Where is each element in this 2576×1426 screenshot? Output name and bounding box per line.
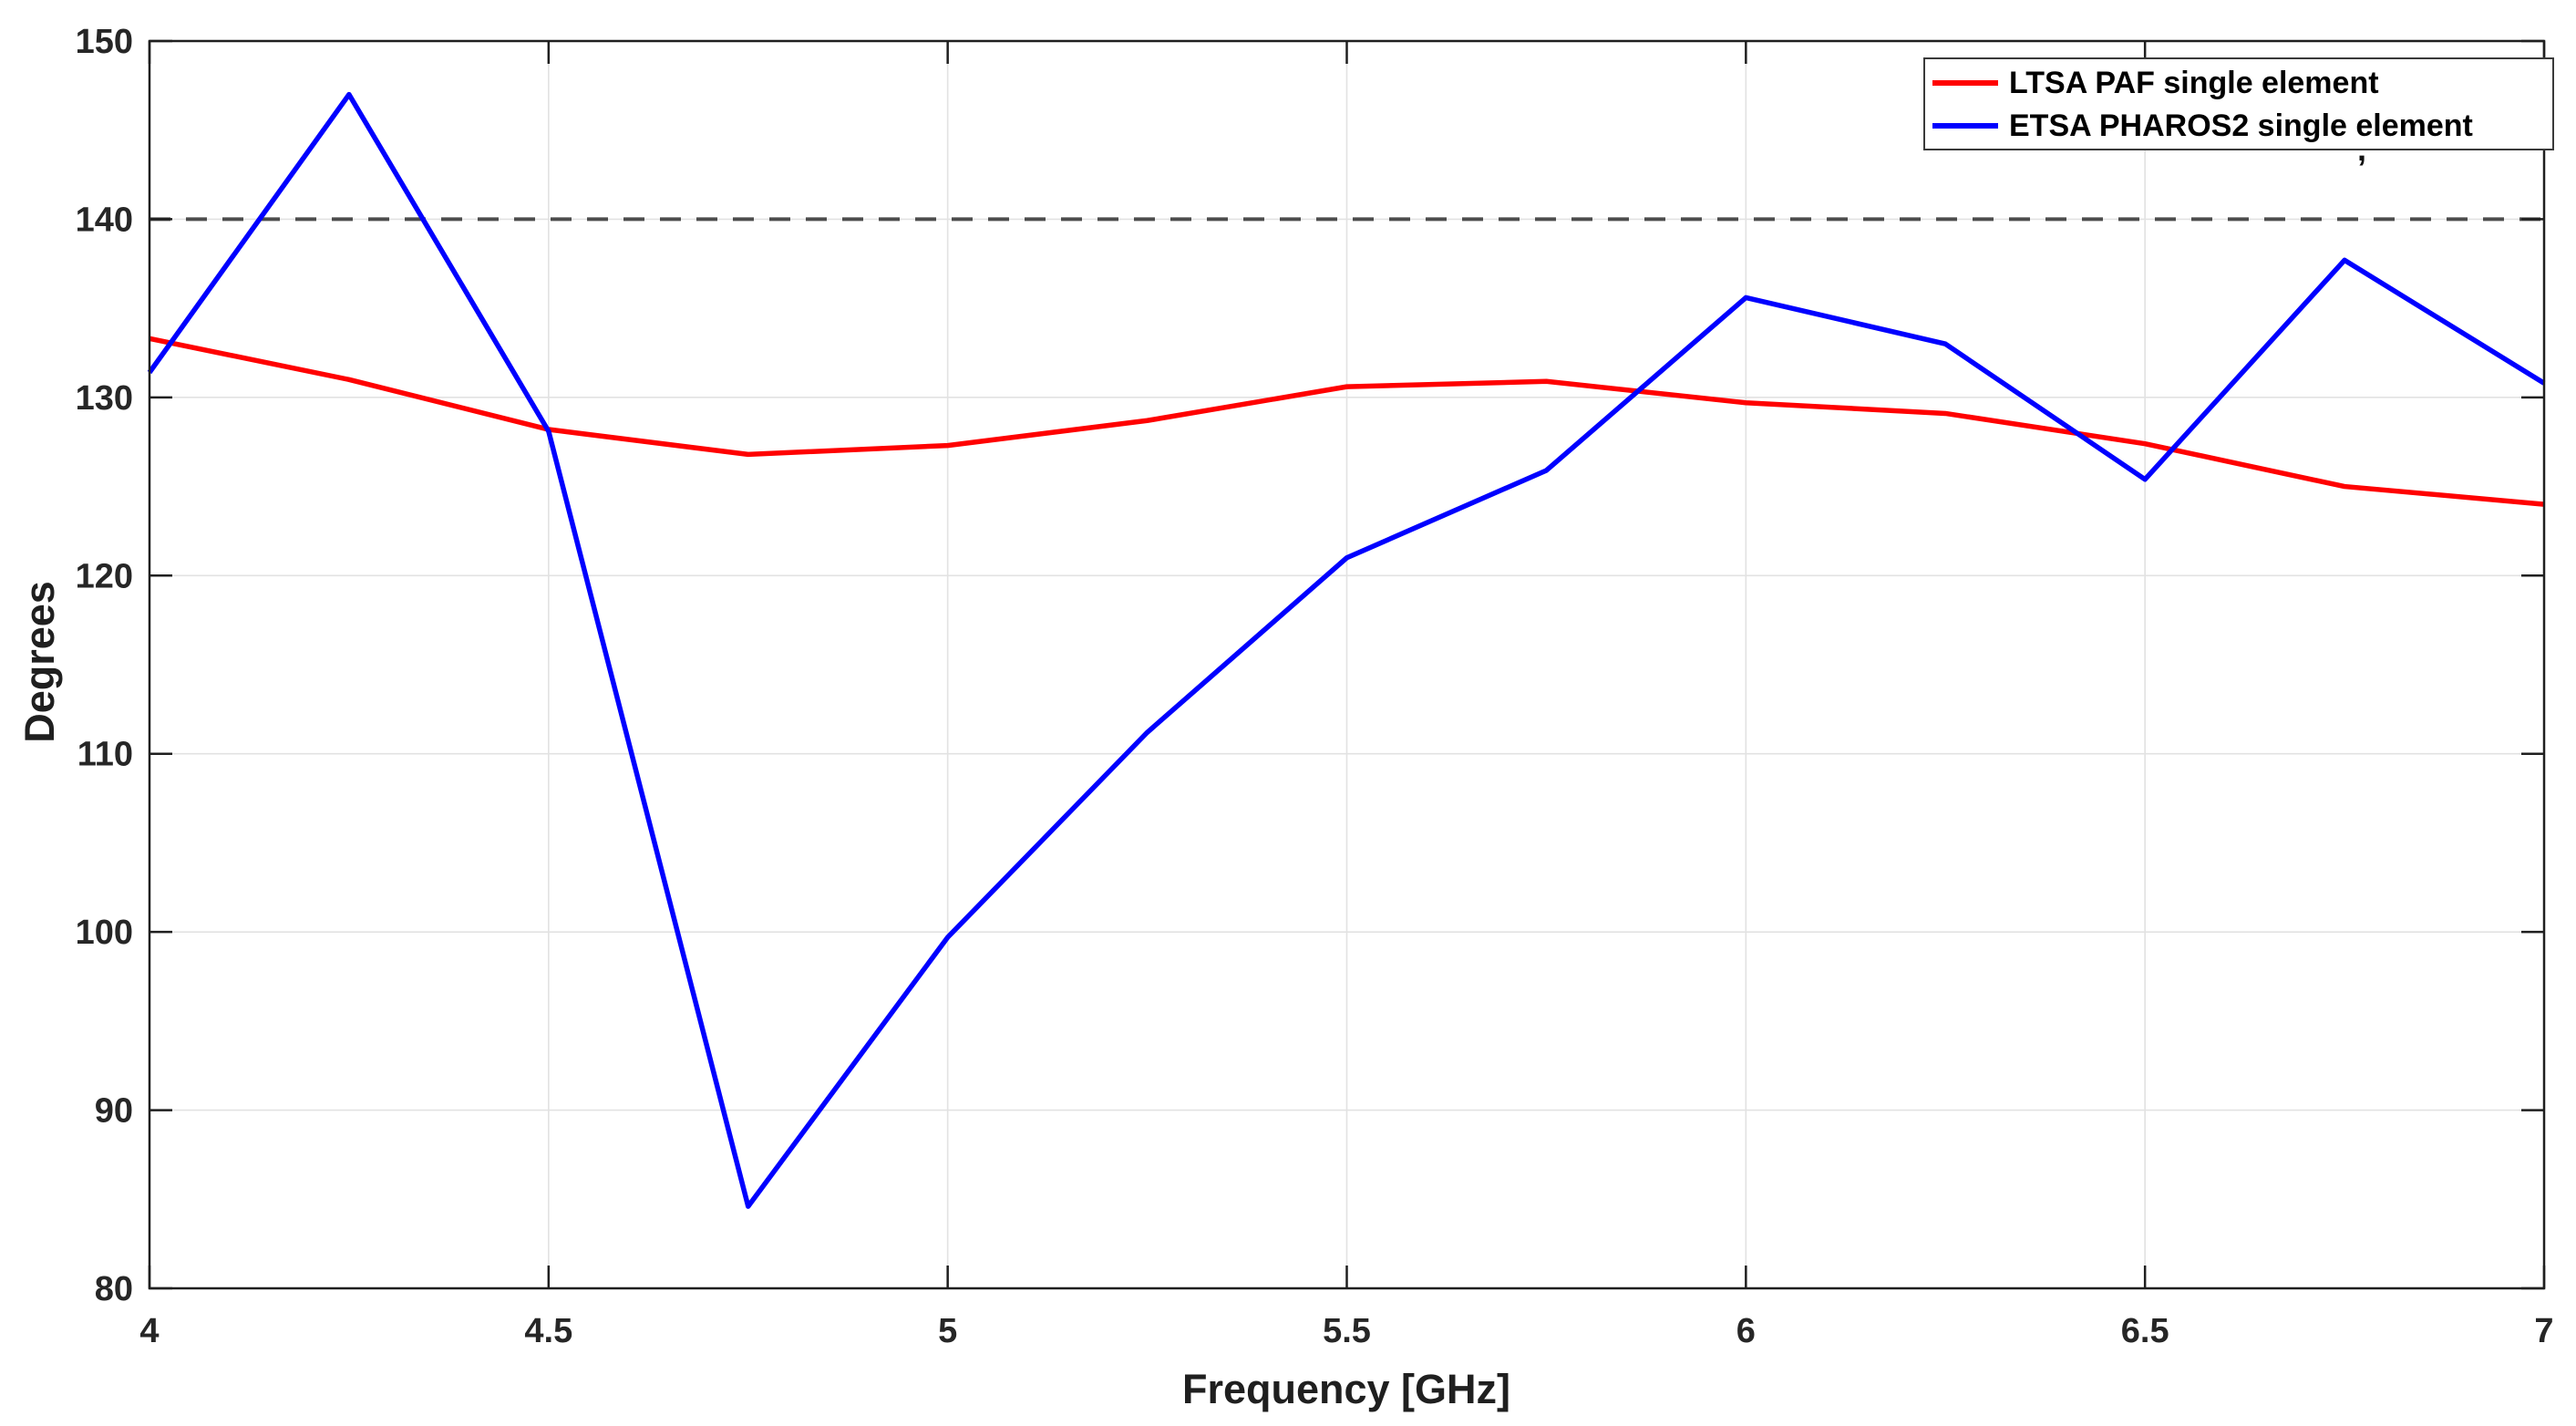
x-tick-label: 4 (139, 1312, 159, 1350)
legend-entry: LTSA PAF single element (1932, 62, 2549, 104)
x-tick-label: 6.5 (2121, 1312, 2169, 1350)
red-line-swatch (1932, 79, 1998, 86)
x-tick-label: 5.5 (1323, 1312, 1371, 1350)
x-axis-label: Frequency [GHz] (1181, 1366, 1511, 1412)
y-tick-label: 90 (95, 1092, 133, 1131)
legend: LTSA PAF single element ETSA PHAROS2 sin… (1923, 57, 2554, 150)
y-tick-label: 130 (76, 379, 133, 418)
y-tick-label: 80 (95, 1270, 133, 1308)
legend-label-etsa: ETSA PHAROS2 single element (2009, 108, 2473, 143)
legend-entry: ETSA PHAROS2 single element (1932, 105, 2549, 147)
y-tick-label: 100 (76, 914, 133, 952)
y-tick-label: 140 (76, 201, 133, 239)
legend-label-ltsa: LTSA PAF single element (2009, 65, 2379, 100)
x-tick-label: 4.5 (524, 1312, 572, 1350)
y-tick-label: 150 (76, 23, 133, 61)
series-line-1 (147, 91, 2546, 1209)
x-tick-label: 6 (1736, 1312, 1756, 1350)
x-tick-label: 7 (2534, 1312, 2553, 1350)
y-tick-label: 120 (76, 557, 133, 595)
y-tick-label: 110 (77, 736, 133, 774)
y-axis-label: Degrees (16, 581, 63, 743)
stray-mark: , (2357, 130, 2367, 168)
x-tick-label: 5 (938, 1312, 957, 1350)
blue-line-swatch (1932, 122, 1998, 129)
